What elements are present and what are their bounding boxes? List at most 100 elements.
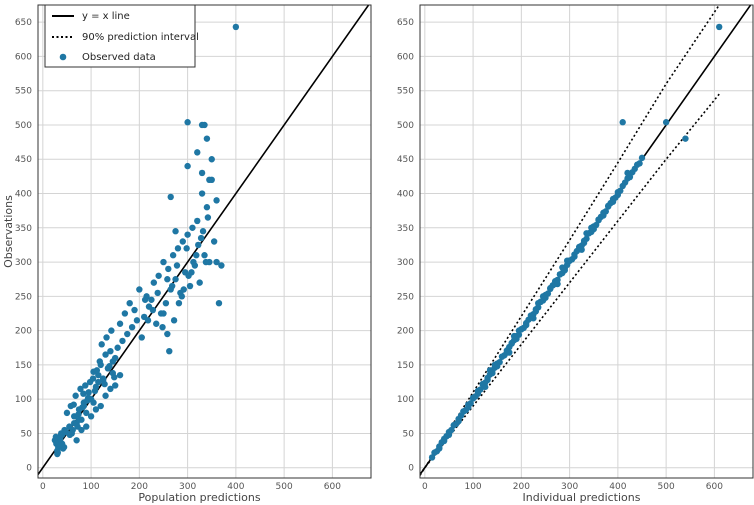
data-point — [172, 228, 179, 235]
data-point — [193, 252, 200, 259]
data-point — [70, 401, 77, 408]
data-point — [116, 320, 124, 327]
x-tick-label: 400 — [609, 482, 626, 492]
y-tick-label: 400 — [15, 190, 32, 200]
legend: y = x line 90% prediction interval Obser… — [44, 4, 199, 68]
data-point — [614, 191, 622, 199]
y-tick-label: 600 — [397, 52, 414, 62]
data-point — [445, 431, 453, 439]
y-tick-label: 250 — [397, 292, 414, 302]
data-point — [183, 245, 190, 252]
population-predictions-panel: 0 100 200 300 400 500 600 0 50 100 150 200 250 300 350… — [2, 4, 372, 504]
data-point — [144, 317, 152, 324]
data-point — [559, 264, 566, 271]
data-point — [131, 306, 138, 314]
data-point — [85, 389, 92, 396]
y-tick-label: 400 — [397, 190, 414, 200]
data-point — [75, 411, 82, 418]
y-axis-label: Observations — [2, 195, 15, 268]
data-point — [138, 334, 145, 341]
y-tick-label: 450 — [397, 155, 414, 165]
data-point — [93, 367, 101, 374]
data-point — [578, 246, 585, 253]
data-point — [92, 406, 100, 413]
data-point — [169, 252, 177, 259]
y-tick-label: 0 — [408, 464, 414, 474]
data-point — [97, 402, 104, 410]
data-point — [165, 265, 172, 273]
data-point — [232, 23, 240, 31]
data-point — [180, 286, 187, 293]
data-point — [128, 323, 136, 331]
y-tick-label: 550 — [15, 87, 32, 97]
data-point — [583, 230, 590, 237]
data-point — [208, 156, 215, 163]
y-tick-label: 100 — [15, 395, 32, 405]
y-tick-label: 450 — [15, 155, 32, 165]
data-point — [75, 416, 83, 423]
data-point — [109, 358, 117, 365]
y-tick-label: 350 — [15, 224, 32, 234]
data-point — [63, 409, 71, 417]
legend-entry-label: 90% prediction interval — [82, 32, 199, 43]
data-point — [716, 23, 723, 31]
x-tick-label: 300 — [561, 482, 578, 492]
data-point — [141, 296, 149, 303]
data-point — [619, 119, 626, 126]
y-tick-label: 200 — [397, 327, 414, 337]
data-point — [184, 119, 191, 126]
data-point — [80, 390, 87, 397]
data-point — [149, 306, 157, 314]
data-point — [556, 271, 564, 278]
data-point — [83, 409, 90, 417]
data-point — [508, 339, 515, 347]
data-point — [547, 284, 554, 292]
data-point — [83, 423, 90, 430]
data-point — [164, 276, 171, 283]
data-point — [102, 351, 109, 358]
data-point — [498, 353, 506, 360]
x-tick-label: 500 — [658, 482, 675, 492]
x-axis-label: Population predictions — [138, 491, 260, 504]
data-point — [82, 382, 89, 389]
data-point — [510, 332, 518, 340]
data-point — [202, 258, 210, 266]
data-point — [198, 169, 206, 177]
data-point — [554, 280, 561, 288]
x-tick-label: 200 — [513, 482, 530, 492]
data-point — [102, 392, 109, 399]
y-tick-label: 50 — [403, 429, 415, 439]
y-tick-label: 100 — [397, 395, 414, 405]
data-point — [196, 279, 203, 286]
data-point — [155, 272, 162, 279]
data-point — [175, 299, 183, 307]
x-tick-label: 600 — [324, 482, 341, 492]
data-point — [197, 234, 205, 242]
data-point — [580, 239, 588, 247]
data-point — [213, 197, 220, 204]
x-tick-label: 400 — [227, 482, 244, 492]
data-point — [194, 149, 201, 156]
x-tick-label: 100 — [464, 482, 481, 492]
data-point — [605, 202, 612, 210]
data-point — [114, 344, 121, 351]
data-point — [168, 282, 176, 290]
x-tick-label: 500 — [276, 482, 293, 492]
data-point — [535, 299, 542, 307]
data-point — [532, 308, 540, 315]
data-point — [215, 299, 223, 307]
data-point — [213, 258, 220, 266]
data-point — [563, 257, 571, 264]
x-tick-label: 600 — [706, 482, 723, 492]
data-point — [78, 426, 85, 434]
y-tick-label: 650 — [15, 18, 32, 28]
data-point — [95, 371, 102, 379]
data-point — [600, 212, 607, 219]
y-tick-label: 650 — [397, 18, 414, 28]
data-point — [101, 380, 108, 388]
data-point — [91, 387, 99, 395]
data-point — [54, 449, 61, 456]
y-tick-label: 300 — [397, 258, 414, 268]
data-point — [69, 426, 76, 434]
